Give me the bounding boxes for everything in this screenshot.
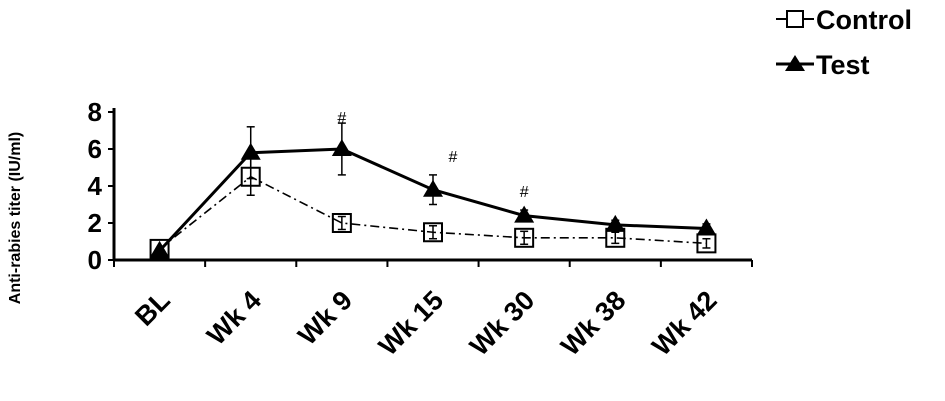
x-tick-label: Wk 42 [646,285,722,361]
series-control-point [423,222,443,243]
series-test-point [240,142,261,160]
annotation-layer: # # # [337,110,528,201]
significance-marker: # [520,184,529,201]
series-control-error-bar [611,231,620,245]
legend-item-test: Test [776,50,870,80]
x-tick-label: Wk 9 [292,285,358,351]
series-control-error-bar [702,237,711,249]
series-control-error-bar [337,215,346,231]
series-test-point [149,240,170,258]
series-test-point [696,218,717,236]
series-control-point [149,238,170,259]
legend-item-control: Control [776,5,912,35]
x-tick-label: BL [129,285,176,332]
legend: Control Test [776,5,912,80]
y-axis-label: Anti-rabies titer (IU/ml) [7,132,24,304]
legend-control-label: Control [816,5,912,35]
legend-test-marker [785,55,805,71]
legend-control-marker [786,10,804,28]
legend-test-label: Test [816,50,870,80]
series-control-point [331,213,352,233]
x-tick-label: Wk 30 [464,285,540,361]
y-tick-label: 8 [88,97,102,127]
series-control-error-bar [429,225,437,240]
x-tick-label: Wk 15 [373,285,449,361]
x-tick-label: Wk 4 [201,285,267,351]
series-control-point [514,227,535,248]
series-layer [149,122,717,259]
significance-marker: # [337,110,346,127]
x-tick-label: Wk 38 [555,285,631,361]
y-tick-label: 4 [88,171,103,201]
series-control-error-bar [520,230,529,246]
y-tick-label: 2 [88,208,102,238]
series-test-point [605,214,626,232]
y-tick-label: 6 [88,134,102,164]
y-tick-label: 0 [88,245,102,275]
significance-marker: # [449,149,458,166]
series-control-point [240,166,261,187]
series-test-point [514,205,535,223]
series-test-point [331,139,352,156]
axes: 0 2 4 6 8 BL Wk 4 Wk 9 Wk 15 Wk 30 Wk 38 Wk 42 [88,97,753,361]
series-test-point [423,179,443,197]
